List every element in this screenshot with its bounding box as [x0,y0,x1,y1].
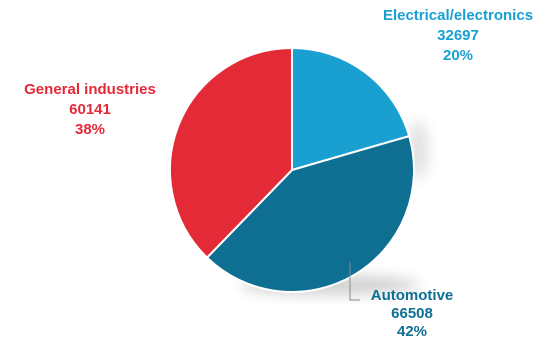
slice-label-automotive: Automotive 66508 42% [371,287,454,340]
slice-label-general-percent: 38% [75,121,105,138]
slice-label-electrical: Electrical/electronics 32697 20% [383,7,533,64]
slice-general [169,47,293,259]
slice-label-general: General industries 60141 38% [24,81,156,138]
slice-label-general-value: 60141 [69,101,111,118]
slice-label-automotive-value: 66508 [391,305,433,322]
slice-electrical [291,47,411,171]
slice-label-electrical-name: Electrical/electronics [383,7,533,24]
slice-label-automotive-percent: 42% [397,323,427,340]
slice-label-general-name: General industries [24,81,156,98]
automotive-leader-line [349,262,360,301]
pie-slices [169,47,415,293]
slice-label-electrical-percent: 20% [443,47,473,64]
slice-label-automotive-name: Automotive [371,287,454,304]
slice-automotive [206,135,415,293]
slice-label-electrical-value: 32697 [437,27,479,44]
